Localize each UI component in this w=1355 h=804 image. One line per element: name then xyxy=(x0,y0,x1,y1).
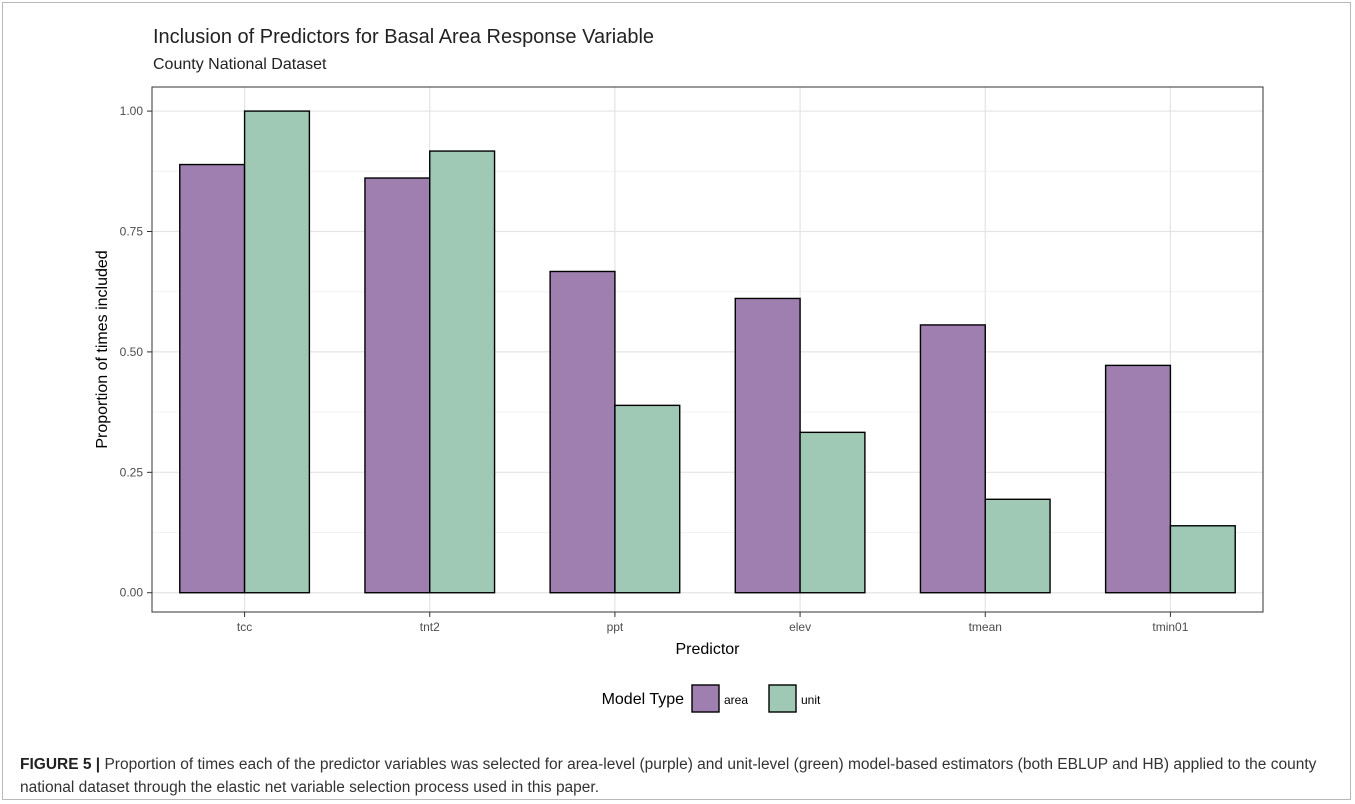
y-axis-label: Proportion of times included xyxy=(94,250,111,448)
bar-chart: 0.00 0.25 0.50 0.75 1.00 tcc tnt2 ppt elev tmean t… xyxy=(94,86,1264,713)
bar-unit-tmean xyxy=(984,498,1051,594)
y-tick-label: 0.50 xyxy=(120,345,144,359)
plot-panel xyxy=(152,87,1263,612)
caption-label: FIGURE 5 | xyxy=(20,756,101,773)
bar-area-tcc xyxy=(179,163,246,594)
legend-label-unit: unit xyxy=(801,693,821,707)
chart-title: Inclusion of Predictors for Basal Area R… xyxy=(153,26,655,48)
bar-area-tnt2 xyxy=(364,177,431,594)
caption-text: Proportion of times each of the predicto… xyxy=(20,756,1317,796)
figure-caption: FIGURE 5 | Proportion of times each of t… xyxy=(20,753,1335,799)
y-tick-label: 0.75 xyxy=(120,224,144,238)
y-tick-label: 0.00 xyxy=(120,586,144,600)
legend-title: Model Type xyxy=(602,691,685,708)
x-tick-label: tmean xyxy=(969,620,1002,634)
x-tick-label: tmin01 xyxy=(1152,620,1188,634)
y-tick-label: 0.25 xyxy=(120,465,144,479)
legend-label-area: area xyxy=(724,693,748,707)
bar-unit-tnt2 xyxy=(429,150,496,594)
bar-unit-elev xyxy=(799,431,866,594)
legend: Model Type area unit xyxy=(602,684,821,713)
legend-swatch-unit xyxy=(768,684,797,713)
x-tick-label: ppt xyxy=(607,620,624,634)
bar-unit-ppt xyxy=(614,404,681,594)
bar-area-ppt xyxy=(549,270,616,594)
legend-swatch-area xyxy=(691,684,720,713)
x-tick-label: elev xyxy=(789,620,811,634)
x-tick-label: tnt2 xyxy=(420,620,440,634)
y-tick-label: 1.00 xyxy=(120,104,144,118)
plot-border xyxy=(151,86,1264,613)
bar-area-tmin01 xyxy=(1104,364,1172,594)
chart-subtitle: County National Dataset xyxy=(153,56,327,73)
bar-area-tmean xyxy=(919,324,986,594)
bar-unit-tmin01 xyxy=(1169,525,1236,594)
bar-unit-tcc xyxy=(243,110,311,594)
x-axis-label: Predictor xyxy=(675,641,740,658)
x-tick-label: tcc xyxy=(237,620,252,634)
bar-area-elev xyxy=(734,297,801,594)
